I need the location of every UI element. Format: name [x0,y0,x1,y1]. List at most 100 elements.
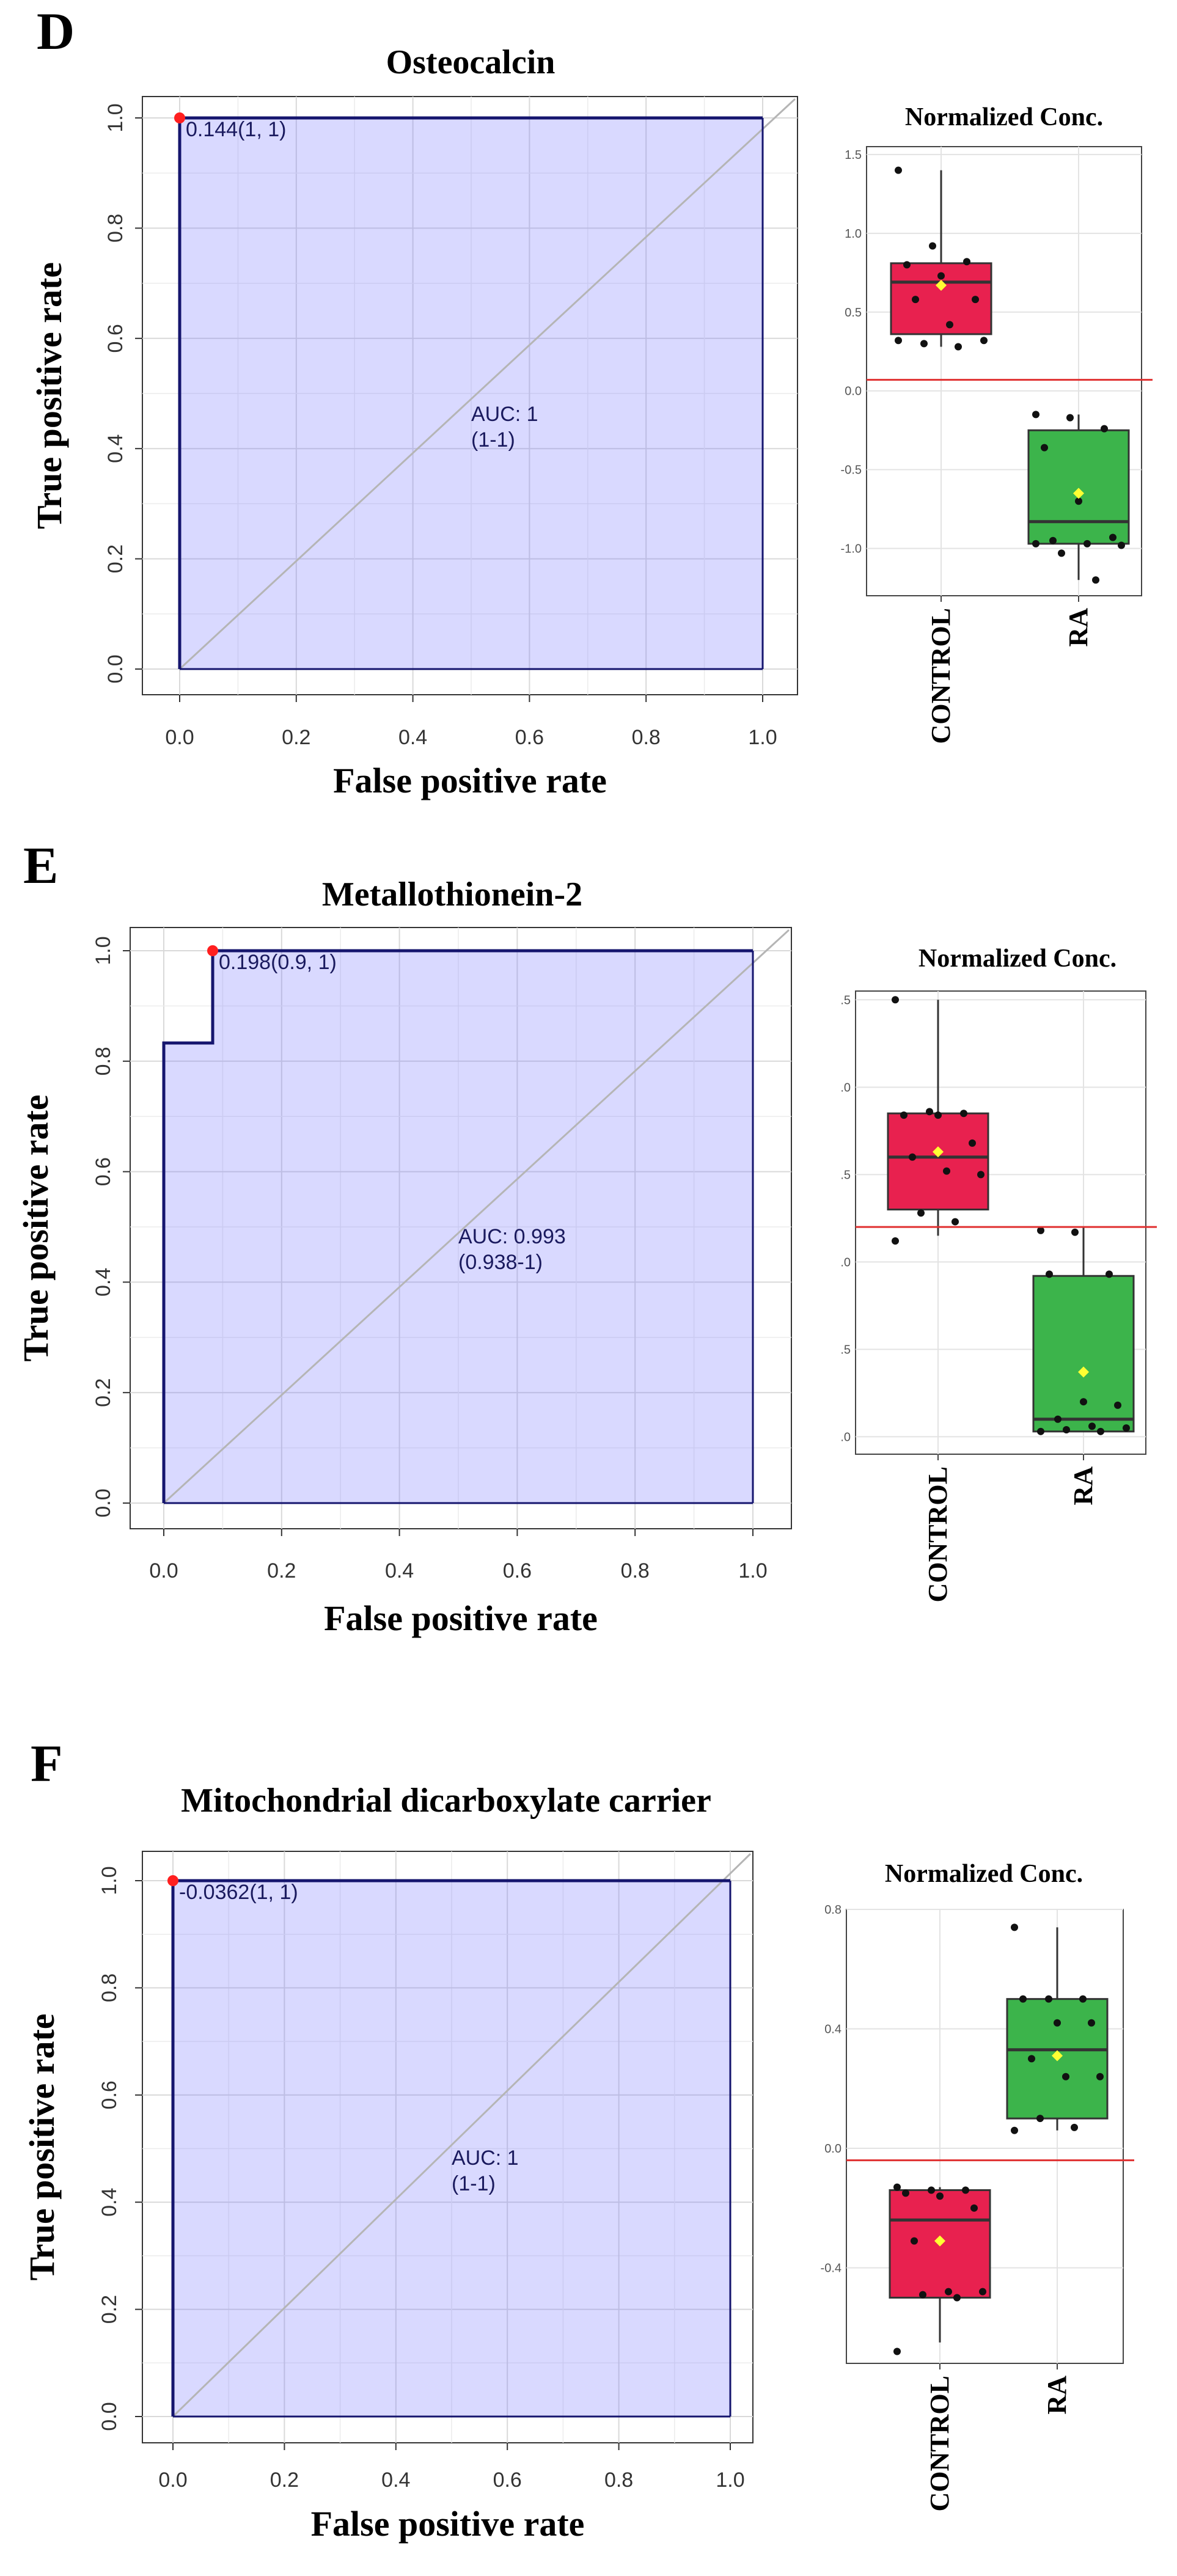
roc-xtick-label: 1.0 [716,2468,744,2492]
box-ytick-label: -0.4 [821,2262,842,2275]
roc-best-point [207,945,219,956]
box-data-point [893,2347,901,2355]
roc-xlabel: False positive rate [311,2504,585,2544]
box-data-point [977,1171,985,1179]
box-data-point [1037,1427,1044,1435]
box-data-point [1106,1270,1113,1278]
roc-title: Metallothionein-2 [322,876,582,913]
box-data-point [943,1167,950,1175]
box-data-point [926,1108,933,1116]
box-ytick-label: .5 [840,993,851,1007]
box-ytick-label: .0 [840,1430,851,1444]
box-data-point [1097,1427,1104,1435]
box-data-point [1019,1995,1027,2003]
box-data-point [1058,549,1065,557]
box-data-point [1062,2073,1069,2080]
roc-ytick-label: 0.4 [104,434,127,463]
box-data-point [911,2237,918,2245]
box-data-point [902,2189,909,2197]
box-mean-marker [934,2235,945,2247]
box-data-point [1028,2055,1035,2063]
box-mean-marker [936,279,947,291]
roc-xtick-label: 0.6 [493,2468,522,2492]
panel-f: F Mitochondrial dicarboxylate carrier -0.0… [22,1734,1134,2544]
box-data-point [1054,2019,1061,2027]
box-data-point [917,1209,925,1217]
panel-d: D Osteocalcin 0.144(1, 1) AUC: 1(1-1) 0.0 0.2… [29,2,1153,800]
box-group-ra [1027,411,1130,584]
roc-xtick-label: 0.2 [267,1559,296,1583]
box-data-point [1088,2019,1095,2027]
box-data-point [920,340,928,348]
roc-xtick-label: 0.6 [515,726,544,749]
roc-auc-label: AUC: 0.993 [458,1225,566,1248]
box-data-point [1071,2123,1078,2131]
roc-best-label: 0.198(0.9, 1) [219,951,337,974]
box-data-point [979,2288,986,2296]
roc-ytick-label: 0.2 [92,1378,115,1407]
box-data-point [953,2294,961,2302]
box-data-point [936,2192,944,2200]
box-data-point [892,1237,899,1245]
roc-title: Osteocalcin [386,43,556,81]
roc-curve [162,949,753,1503]
roc-best-point [174,112,185,123]
roc-diagonal [163,929,790,1504]
box-data-point [919,2291,926,2299]
roc-xtick-label: 0.4 [385,1559,414,1583]
roc-ytick-label: 1.0 [104,103,127,132]
roc-auc-label: AUC: 1 [452,2146,519,2170]
roc-plot-area [130,927,792,1529]
box-data-point [1041,444,1048,452]
roc-xtick-label: 0.8 [621,1559,650,1583]
box-data-point [1045,1995,1052,2003]
roc-ytick-label: 0.8 [92,1047,115,1075]
roc-ylabel: True positive rate [22,2013,62,2280]
roc-ytick-label: 0.8 [104,214,127,243]
panel-letter: F [31,1734,63,1793]
roc-xlabel: False positive rate [324,1598,598,1638]
box-ytick-label: 0.5 [845,306,862,320]
box-mean-marker [1078,1366,1089,1378]
box-data-point [893,2183,901,2191]
roc-auc-ci: (0.938-1) [458,1251,543,1274]
box-data-point [1088,1422,1096,1430]
roc-auc-area [180,118,763,669]
box-data-point [1011,1923,1018,1931]
box-ytick-label: .5 [840,1343,851,1356]
box-data-point [1032,411,1040,419]
box-data-point [892,996,899,1004]
roc-ytick-label: 0.4 [98,2188,121,2217]
roc-xtick-label: 1.0 [748,726,777,749]
box-ytick-label: .0 [840,1256,851,1269]
box-ytick-label: 0.0 [845,385,862,398]
box-mean-marker [1073,488,1084,499]
box-title: Normalized Conc. [905,103,1103,131]
roc-xtick-label: 1.0 [738,1559,767,1583]
box-data-point [1101,425,1108,433]
box-category-label: CONTROL [923,1466,953,1602]
box-category-label: CONTROL [925,2376,955,2511]
box-data-point [1118,541,1125,549]
box-category-label: RA [1063,608,1093,647]
roc-ylabel: True positive rate [29,262,69,529]
box-data-point [928,2186,935,2194]
box-data-point [969,1139,976,1147]
roc-xtick-label: 0.8 [632,726,661,749]
box-data-point [1011,2126,1018,2134]
box-data-point [972,296,979,304]
roc-auc-ci: (1-1) [471,428,515,452]
box-data-point [895,337,902,345]
box-data-point [1037,1226,1044,1234]
roc-diagonal [172,1853,752,2418]
roc-xtick-label: 0.0 [158,2468,187,2492]
box-data-point [1036,2115,1044,2123]
roc-xtick-label: 0.8 [604,2468,633,2492]
roc-ytick-label: 0.0 [98,2402,121,2431]
box-group-control [887,996,989,1245]
box-data-point [1084,540,1091,547]
box-group-ra [1006,1923,1109,2134]
box-ytick-label: 0.8 [824,1903,842,1917]
roc-ytick-label: 0.4 [92,1268,115,1297]
